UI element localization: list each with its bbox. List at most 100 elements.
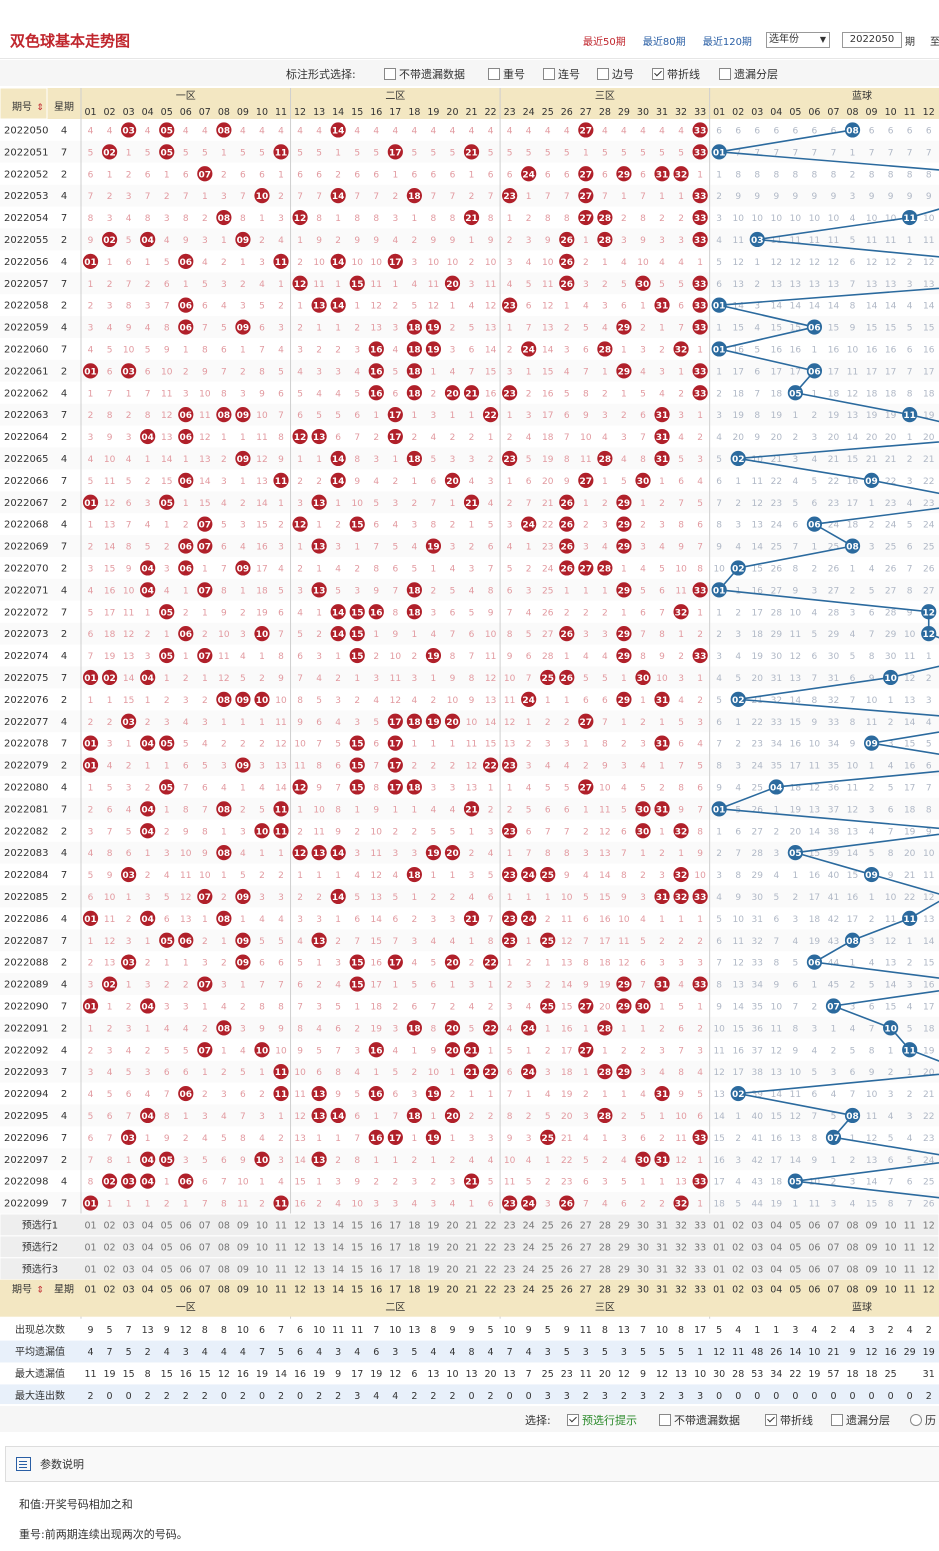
- year-select[interactable]: 选年份 ▼: [766, 32, 830, 48]
- red-miss-value: 3: [697, 455, 703, 465]
- red-miss-value: 3: [431, 1200, 437, 1210]
- blue-miss-value: 5: [869, 586, 875, 596]
- red-miss-value: 2: [392, 827, 398, 837]
- red-miss-value: 13: [504, 740, 515, 750]
- option-polyline[interactable]: 带折线: [765, 1412, 813, 1428]
- week-cell: 4: [61, 257, 67, 268]
- red-miss-value: 6: [88, 170, 94, 180]
- red-miss-value: 2: [469, 258, 475, 268]
- red-miss-value: 4: [278, 236, 284, 246]
- red-miss-value: 19: [371, 1024, 383, 1034]
- filter-no-miss[interactable]: 不带遗漏数据: [384, 66, 465, 82]
- red-miss-value: 12: [485, 302, 496, 312]
- checkbox-checked[interactable]: [567, 1414, 579, 1426]
- period-link-80[interactable]: 最近80期: [642, 37, 686, 48]
- preselect-red-number: 31: [656, 1264, 668, 1275]
- red-miss-value: 2: [678, 214, 684, 224]
- stats-red-value: 0: [297, 1391, 303, 1402]
- red-miss-value: 4: [145, 126, 151, 136]
- red-miss-value: 6: [88, 630, 94, 640]
- option-layer[interactable]: 遗漏分层: [831, 1412, 890, 1428]
- filter-edge[interactable]: 边号: [597, 66, 634, 82]
- red-miss-value: 12: [256, 455, 267, 465]
- red-ball: [140, 231, 156, 248]
- blue-miss-value: 14: [713, 1112, 725, 1122]
- stats-blue-value: 4: [850, 1325, 856, 1336]
- checkbox[interactable]: [719, 68, 731, 80]
- red-ball: [616, 647, 632, 664]
- preselect-red-number: 07: [199, 1242, 211, 1253]
- filter-polyline[interactable]: 带折线: [652, 66, 700, 82]
- filter-layer[interactable]: 遗漏分层: [719, 66, 778, 82]
- red-miss-value: 1: [335, 280, 341, 290]
- red-miss-value: 2: [278, 871, 284, 881]
- blue-miss-value: 24: [828, 521, 840, 531]
- red-miss-value: 5: [259, 805, 265, 815]
- radio[interactable]: [910, 1414, 922, 1426]
- red-miss-value: 10: [675, 1112, 687, 1122]
- checkbox[interactable]: [488, 68, 500, 80]
- stats-blue-value: 11: [732, 1347, 744, 1358]
- option-preselect-hint[interactable]: 预选行提示: [567, 1412, 637, 1428]
- checkbox-checked[interactable]: [765, 1414, 777, 1426]
- filter-repeat[interactable]: 重号: [488, 66, 525, 82]
- red-miss-value: 6: [354, 1112, 360, 1122]
- red-ball: [82, 669, 99, 686]
- blue-miss-value: 20: [752, 674, 764, 684]
- blue-miss-value: 37: [752, 1046, 763, 1056]
- red-miss-value: 4: [526, 433, 532, 443]
- option-history[interactable]: 历: [910, 1412, 936, 1428]
- red-ball: [502, 910, 518, 926]
- period-link-120[interactable]: 最近120期: [702, 37, 752, 48]
- param-note-repeat: 重号:前两期连续出现两次的号码。: [19, 1528, 188, 1541]
- blue-miss-value: 5: [812, 630, 818, 640]
- red-ball: [121, 713, 137, 729]
- red-miss-value: 1: [640, 1178, 646, 1188]
- blue-miss-value: 1: [869, 499, 875, 509]
- filter-consecutive[interactable]: 连号: [543, 66, 580, 82]
- blue-miss-value: 13: [828, 280, 839, 290]
- checkbox[interactable]: [384, 68, 396, 80]
- red-miss-value: 1: [316, 1178, 322, 1188]
- red-miss-value: 2: [507, 433, 513, 443]
- blue-miss-value: 15: [771, 324, 782, 334]
- red-ball: [311, 1085, 327, 1102]
- red-miss-value: 12: [485, 674, 496, 684]
- red-miss-value: 2: [373, 1178, 379, 1188]
- stats-red-value: 3: [392, 1347, 398, 1358]
- blue-miss-value: 10: [866, 214, 878, 224]
- red-miss-value: 1: [678, 367, 684, 377]
- footer-red-number: 23: [504, 1285, 516, 1296]
- red-miss-value: 8: [316, 762, 322, 772]
- red-miss-value: 5: [621, 1178, 627, 1188]
- blue-number-header: 12: [923, 107, 935, 118]
- red-miss-value: 6: [259, 170, 265, 180]
- stats-red-value: 7: [107, 1347, 113, 1358]
- preselect-blue-number: 01: [713, 1264, 725, 1275]
- red-miss-value: 4: [88, 1090, 94, 1100]
- red-miss-value: 5: [488, 1178, 494, 1188]
- red-miss-value: 4: [678, 433, 684, 443]
- blue-miss-value: 10: [790, 608, 802, 618]
- red-ball-label: 32: [675, 345, 688, 355]
- filter-option-label: 重号: [503, 68, 525, 81]
- red-miss-value: 8: [488, 214, 494, 224]
- checkbox[interactable]: [543, 68, 555, 80]
- red-miss-value: 6: [354, 915, 360, 925]
- checkbox[interactable]: [659, 1414, 671, 1426]
- period-link-50[interactable]: 最近50期: [583, 37, 626, 48]
- red-miss-value: 5: [354, 893, 360, 903]
- blue-miss-value: 12: [771, 1046, 782, 1056]
- red-miss-value: 1: [202, 674, 208, 684]
- blue-number-header: 03: [751, 107, 763, 118]
- checkbox[interactable]: [831, 1414, 843, 1426]
- checkbox[interactable]: [597, 68, 609, 80]
- issue-input[interactable]: 2022050: [842, 32, 902, 48]
- checkbox-checked[interactable]: [652, 68, 664, 80]
- blue-ball: [806, 954, 823, 970]
- preselect-red-number: 05: [161, 1221, 173, 1232]
- red-miss-value: 4: [469, 1156, 475, 1166]
- red-miss-value: 2: [602, 280, 608, 290]
- option-no-miss[interactable]: 不带遗漏数据: [659, 1412, 740, 1428]
- red-ball-label: 15: [351, 652, 364, 662]
